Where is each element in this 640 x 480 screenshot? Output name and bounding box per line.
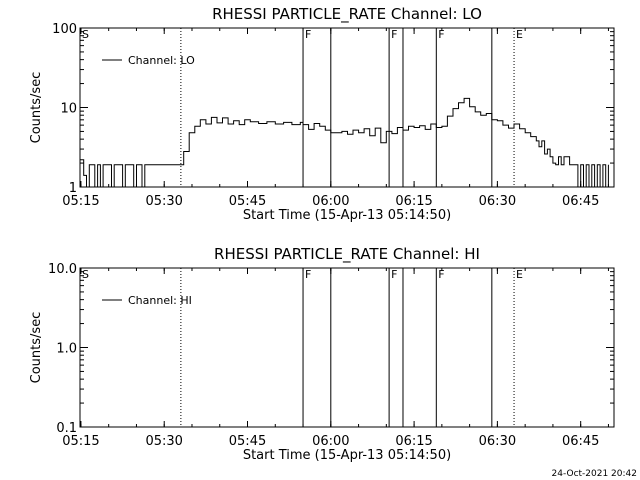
y-tick-label: 1.0 xyxy=(56,342,77,357)
x-tick-label: 05:30 xyxy=(145,194,182,209)
generation-timestamp: 24-Oct-2021 20:42 xyxy=(552,469,637,479)
x-tick-label: 06:00 xyxy=(312,434,349,449)
chart-title: RHESSI PARTICLE_RATE Channel: LO xyxy=(212,5,482,24)
event-marker-label: F xyxy=(391,28,397,41)
y-axis-label: Counts/sec xyxy=(29,312,44,384)
event-marker-label: F xyxy=(438,28,444,41)
x-tick-label: 06:15 xyxy=(395,194,432,209)
y-tick-label: 0.1 xyxy=(56,421,77,436)
x-tick-label: 05:15 xyxy=(62,194,99,209)
x-tick-label: 05:30 xyxy=(145,434,182,449)
chart-title: RHESSI PARTICLE_RATE Channel: HI xyxy=(214,245,480,264)
event-marker-label: S xyxy=(82,268,89,281)
x-tick-label: 05:45 xyxy=(229,434,266,449)
plot-frame xyxy=(79,27,615,188)
y-tick-label: 100 xyxy=(52,22,77,37)
event-marker-label: F xyxy=(391,268,397,281)
event-marker-label: F xyxy=(305,28,311,41)
event-marker-label: F xyxy=(438,268,444,281)
x-axis-label: Start Time (15-Apr-13 05:14:50) xyxy=(243,208,451,223)
event-marker-label: E xyxy=(516,268,523,281)
y-tick-label: 10.0 xyxy=(48,262,77,277)
x-tick-label: 06:45 xyxy=(562,194,599,209)
event-marker-label: F xyxy=(305,268,311,281)
x-tick-label: 06:45 xyxy=(562,434,599,449)
x-tick-label: 05:15 xyxy=(62,434,99,449)
event-marker-label: E xyxy=(516,28,523,41)
legend-label: Channel: HI xyxy=(128,294,192,307)
legend-label: Channel: LO xyxy=(128,54,195,67)
x-tick-label: 06:15 xyxy=(395,434,432,449)
x-axis-label: Start Time (15-Apr-13 05:14:50) xyxy=(243,448,451,463)
plot-frame xyxy=(79,267,615,428)
y-axis-label: Counts/sec xyxy=(29,72,44,144)
y-tick-label: 1 xyxy=(69,181,77,196)
event-marker-label: S xyxy=(82,28,89,41)
x-tick-label: 05:45 xyxy=(229,194,266,209)
lo-channel-panel: RHESSI PARTICLE_RATE Channel: LO 05:15 05:… xyxy=(29,5,615,223)
x-tick-label: 06:00 xyxy=(312,194,349,209)
series-line xyxy=(80,97,609,188)
x-tick-label: 06:30 xyxy=(479,194,516,209)
y-tick-label: 10 xyxy=(60,102,77,117)
x-tick-label: 06:30 xyxy=(479,434,516,449)
hi-channel-panel: RHESSI PARTICLE_RATE Channel: HI 05:15 05:… xyxy=(29,245,615,463)
